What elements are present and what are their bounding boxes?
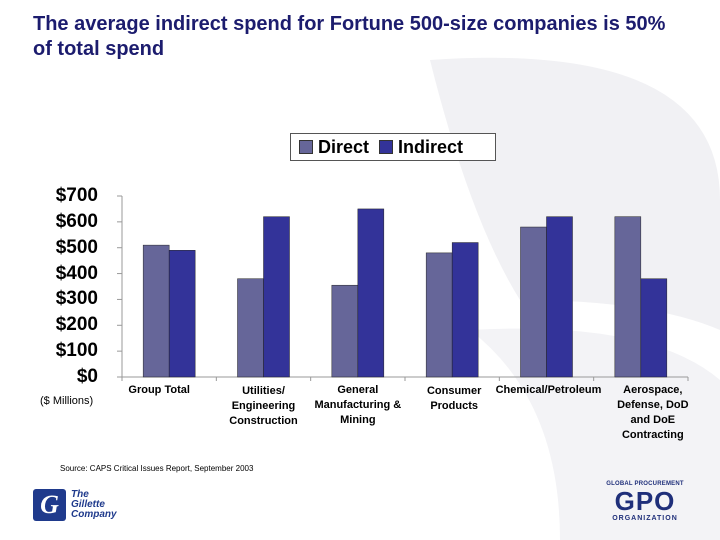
y-tick-label: $400	[55, 262, 98, 284]
x-category-label: Utilities/ Engineering Construction	[229, 385, 298, 427]
bar-indirect-1	[263, 216, 290, 378]
y-tick-label: $700	[55, 185, 98, 206]
legend-item-indirect: Indirect	[379, 137, 463, 158]
legend-label-direct: Direct	[318, 136, 370, 157]
gillette-logo-text: The Gillette Company	[71, 489, 117, 520]
gpo-logo-main: GPO	[614, 486, 676, 516]
y-tick-label: $600	[55, 210, 98, 232]
chart-legend: Direct Indirect	[290, 133, 496, 161]
bar-direct-3	[425, 252, 453, 378]
bar-direct-5	[614, 216, 642, 378]
gpo-logo-top: GLOBAL PROCUREMENT	[606, 481, 684, 487]
bar-indirect-5	[640, 278, 668, 378]
bar-direct-1	[237, 278, 264, 378]
gpo-logo-bottom: ORGANIZATION	[612, 515, 678, 522]
legend-item-direct: Direct	[299, 137, 369, 158]
y-tick-label: $0	[76, 366, 98, 387]
page-title: The average indirect spend for Fortune 5…	[33, 13, 666, 60]
y-axis-unit-label: ($ Millions)	[40, 395, 94, 407]
legend-swatch-direct	[299, 140, 313, 154]
x-category-label: Chemical/Petroleum	[495, 384, 602, 396]
bar-indirect-3	[451, 242, 479, 378]
source-note: Source: CAPS Critical Issues Report, Sep…	[60, 464, 254, 473]
y-tick-label: $500	[55, 236, 98, 258]
gillette-logo: G The Gillette Company	[33, 489, 117, 521]
legend-label-indirect: Indirect	[398, 136, 464, 157]
bar-direct-0	[142, 244, 170, 378]
x-category-label: Group Total	[128, 384, 190, 396]
x-category-label: General Manufacturing & Mining	[314, 384, 402, 426]
y-tick-label: $200	[55, 314, 98, 336]
y-tick-label: $300	[55, 288, 98, 310]
bar-indirect-2	[357, 208, 385, 378]
gpo-logo: GLOBAL PROCUREMENT GPO ORGANIZATION	[603, 481, 687, 522]
bar-indirect-4	[546, 216, 573, 378]
bar-direct-4	[520, 226, 547, 378]
legend-swatch-indirect	[379, 140, 394, 154]
bar-indirect-0	[168, 250, 196, 378]
bar-direct-2	[331, 284, 359, 378]
y-tick-label: $100	[55, 340, 98, 362]
x-category-label: Consumer Products	[426, 385, 482, 412]
gillette-logo-mark: G	[33, 489, 66, 521]
x-category-label: Aerospace, Defense, DoD and DoE Contract…	[617, 384, 689, 441]
